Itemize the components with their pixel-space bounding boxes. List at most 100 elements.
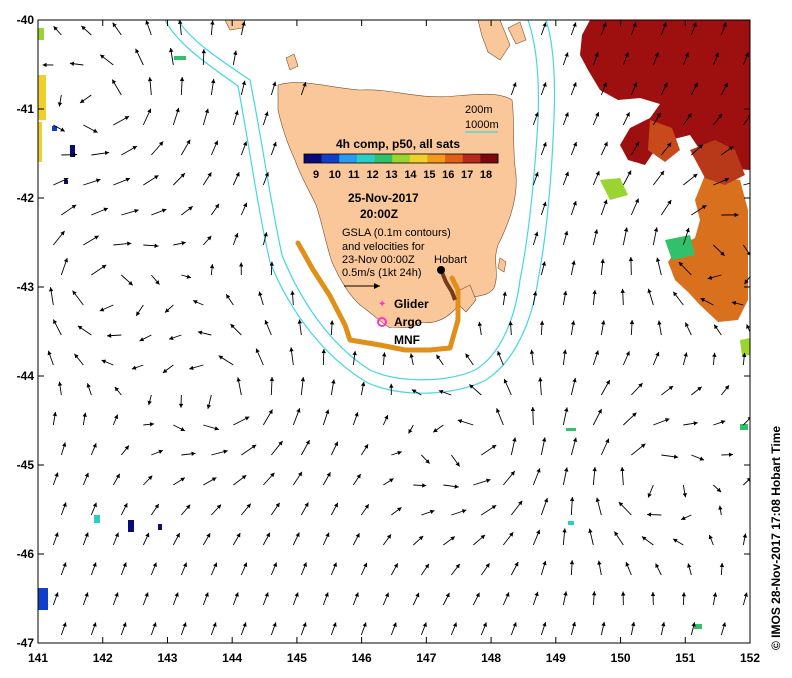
velocity-arrow-head (602, 22, 607, 27)
velocity-arrow-head (180, 173, 185, 178)
velocity-arrow-head (135, 48, 140, 54)
velocity-arrow-head (482, 622, 487, 627)
velocity-arrow-head (429, 509, 435, 514)
velocity-arrow-head (54, 472, 59, 477)
velocity-arrow-head (673, 454, 679, 459)
velocity-arrow-head (297, 471, 303, 477)
velocity-arrow-head (687, 563, 692, 568)
lon-tick-label: 149 (546, 651, 566, 665)
velocity-arrow-head (84, 472, 89, 478)
velocity-arrow-head (595, 112, 600, 117)
velocity-arrow-head (600, 258, 605, 264)
velocity-arrow-head (534, 112, 539, 117)
velocity-arrow (751, 22, 756, 35)
velocity-arrow-head (356, 474, 361, 479)
velocity-arrow (743, 417, 750, 426)
velocity-arrow-head (147, 400, 152, 406)
colorbar-segment (462, 154, 481, 163)
lon-tick-label: 143 (157, 651, 177, 665)
velocity-arrow-head (218, 355, 224, 360)
colorbar-label: 9 (313, 169, 319, 181)
velocity-arrow-head (236, 532, 241, 538)
velocity-arrow-head (724, 385, 730, 390)
velocity-arrow-head (744, 279, 749, 284)
colorbar-segment (480, 154, 499, 163)
velocity-arrow-head (408, 428, 413, 434)
velocity-arrow-head (655, 563, 660, 569)
velocity-arrow-head (457, 419, 463, 424)
velocity-arrows (42, 20, 756, 636)
velocity-arrow-head (724, 178, 729, 183)
velocity-arrow-head (93, 128, 98, 133)
velocity-arrow-head (605, 438, 610, 444)
velocity-arrow-head (635, 141, 640, 147)
velocity-arrow-head (491, 505, 497, 510)
velocity-arrow-head (496, 408, 501, 413)
velocity-arrow-head (362, 622, 367, 627)
velocity-arrow-head (272, 622, 277, 627)
velocity-arrow-head (518, 500, 523, 506)
velocity-arrow-head (132, 146, 137, 150)
velocity-arrow-head (699, 456, 705, 461)
colorbar-segments (304, 154, 499, 163)
depth-legend: 200m 1000m (465, 104, 499, 133)
colorbar-segment (356, 154, 376, 163)
maria-island (497, 257, 507, 273)
velocity-arrow-head (640, 443, 646, 448)
velocity-arrow-head (603, 141, 608, 147)
velocity-arrow-head (752, 622, 756, 626)
velocity-arrow-head (325, 532, 330, 538)
velocity-arrow-head (542, 82, 547, 87)
colorbar: 4h comp, p50, all sats 9 10 11 12 13 14 15 16 17… (303, 137, 499, 181)
velocity-arrow-head (592, 467, 597, 472)
velocity-arrow-head (685, 322, 690, 328)
velocity-arrow-head (536, 529, 541, 535)
velocity-arrow-head (114, 414, 119, 420)
sst-patch-e4 (600, 178, 628, 200)
bathymetry-contours (164, 20, 556, 394)
velocity-arrow-head (475, 592, 480, 598)
velocity-arrow-head (647, 512, 652, 517)
velocity-arrow-head (332, 622, 337, 627)
velocity-arrow-head (63, 177, 69, 182)
velocity-arrow-head (329, 320, 335, 325)
velocity-arrow-head (193, 300, 198, 305)
velocity-arrow-head (230, 324, 235, 329)
velocity-arrow-head (251, 444, 257, 449)
velocity-arrow-head (131, 365, 137, 370)
velocity-arrow-head (543, 498, 549, 503)
velocity-arrow-head (354, 592, 359, 597)
velocity-arrow-head (57, 102, 63, 107)
velocity-arrow-head (572, 437, 578, 443)
velocity-arrow-head (620, 591, 626, 596)
velocity-arrow-head (541, 261, 546, 266)
velocity-arrow-head (354, 412, 359, 417)
velocity-arrow-head (74, 353, 79, 359)
velocity-arrow-head (720, 251, 725, 256)
velocity-arrow-head (213, 562, 218, 568)
velocity-arrow (751, 384, 756, 395)
velocity-arrow-head (178, 20, 183, 25)
argo-icon (377, 317, 387, 327)
velocity-arrow-head (161, 208, 167, 213)
velocity-arrow-head (563, 290, 568, 296)
velocity-arrow-head (718, 505, 723, 510)
velocity-arrow-head (145, 532, 150, 538)
velocity-arrow-head (654, 52, 659, 57)
velocity-arrow-head (112, 79, 117, 85)
velocity-arrow-head (269, 261, 274, 266)
velocity-arrow-head (134, 208, 139, 214)
velocity-arrow-head (691, 622, 696, 627)
velocity-arrow-head (84, 592, 89, 597)
velocity-arrow-head (461, 509, 467, 514)
king-island (285, 53, 299, 71)
velocity-arrow-head (653, 227, 659, 232)
velocity-arrow-head (169, 47, 174, 53)
velocity-arrow-head (72, 290, 77, 296)
velocity-arrow-head (114, 532, 119, 538)
velocity-arrow-head (209, 264, 215, 269)
velocity-arrow-head (62, 502, 67, 507)
velocity-arrow-head (152, 622, 157, 627)
velocity-arrow-head (174, 592, 179, 597)
velocity-arrow-head (542, 22, 547, 27)
